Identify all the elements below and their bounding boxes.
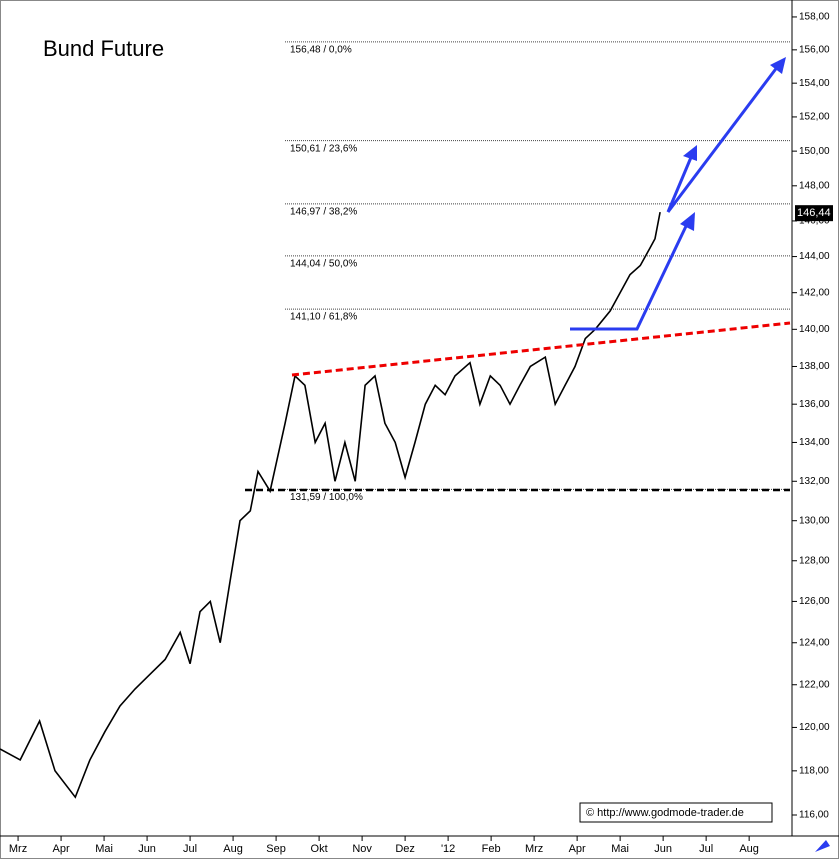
y-tick-label: 158,00 xyxy=(799,12,830,23)
x-tick-label: Nov xyxy=(352,843,372,855)
y-tick-label: 136,00 xyxy=(799,399,830,410)
chart-title: Bund Future xyxy=(43,36,164,61)
fib-level-label: 150,61 / 23,6% xyxy=(290,143,357,154)
x-tick-label: Aug xyxy=(223,843,243,855)
arrow-head xyxy=(770,57,786,74)
x-tick-label: Aug xyxy=(739,843,759,855)
y-tick-label: 120,00 xyxy=(799,722,830,733)
arrow-heads xyxy=(680,57,786,231)
x-tick-label: Mai xyxy=(95,843,113,855)
fib-level-label: 146,97 / 38,2% xyxy=(290,206,357,217)
source: © http://www.godmode-trader.de xyxy=(586,807,744,819)
x-tick-label: Feb xyxy=(482,843,501,855)
x-tick-label: Mrz xyxy=(9,843,27,855)
y-tick-label: 126,00 xyxy=(799,596,830,607)
y-tick-label: 124,00 xyxy=(799,637,830,648)
x-tick-label: Mai xyxy=(611,843,629,855)
x-tick-label: Sep xyxy=(266,843,286,855)
last-price-box xyxy=(795,205,833,222)
y-tick-label: 150,00 xyxy=(799,146,830,157)
arrow-head xyxy=(680,212,695,231)
x-tick-label: Jun xyxy=(138,843,156,855)
y-tick-label: 156,00 xyxy=(799,44,830,55)
x-tick-label: Jul xyxy=(699,843,713,855)
source-box xyxy=(579,802,773,823)
price-line xyxy=(0,211,661,799)
y-tick-label: 142,00 xyxy=(799,287,830,298)
x-tick-label: '12 xyxy=(441,843,455,855)
y-tick-label: 118,00 xyxy=(799,765,829,776)
x-tick-label: Dez xyxy=(395,843,415,855)
y-tick-label: 134,00 xyxy=(799,437,830,448)
fib-level-label: 144,04 / 50,0% xyxy=(290,258,357,269)
corner-icon xyxy=(815,840,830,852)
y-tick-label: 148,00 xyxy=(799,180,830,191)
y-tick-label: 132,00 xyxy=(799,476,830,487)
x-tick-label: Jun xyxy=(654,843,672,855)
arrow xyxy=(666,154,694,213)
trend-line xyxy=(291,321,791,377)
arrow xyxy=(666,65,780,213)
x-tick-label: Apr xyxy=(569,843,586,855)
arrow-head xyxy=(683,145,697,161)
y-tick-label: 144,00 xyxy=(799,251,830,262)
y-tick-label: 138,00 xyxy=(799,361,830,372)
y-tick-label: 140,00 xyxy=(799,324,830,335)
x-tick-label: Jul xyxy=(183,843,197,855)
y-tick-label: 154,00 xyxy=(799,78,830,89)
x-tick-label: Okt xyxy=(311,843,328,855)
arrow xyxy=(570,221,690,331)
y-tick-label: 122,00 xyxy=(799,679,830,690)
y-tick-label: 152,00 xyxy=(799,112,830,123)
fib-level-label: 156,48 / 0,0% xyxy=(290,45,352,56)
forecast-arrows xyxy=(570,65,780,331)
y-tick-label: 116,00 xyxy=(799,810,829,821)
last-price-label: 146,44 xyxy=(797,207,831,219)
y-tick-label: 130,00 xyxy=(799,515,830,526)
x-tick-label: Apr xyxy=(53,843,70,855)
y-tick-label: 128,00 xyxy=(799,555,830,566)
fib-level-label: 131,59 / 100,0% xyxy=(290,492,363,503)
fib-level-label: 141,10 / 61,8% xyxy=(290,312,357,323)
x-tick-label: Mrz xyxy=(525,843,543,855)
